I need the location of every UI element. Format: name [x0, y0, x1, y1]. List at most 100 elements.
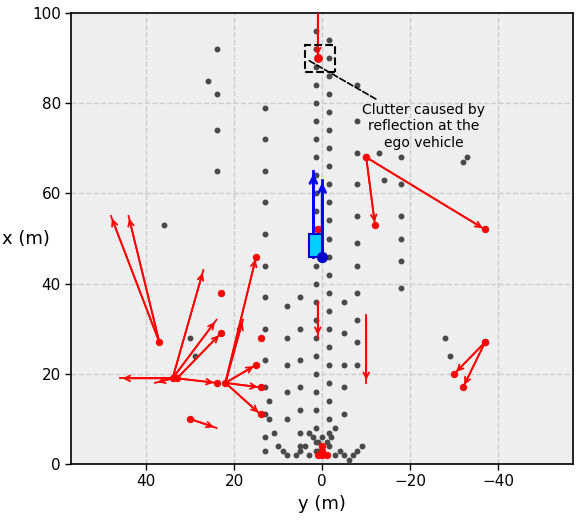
Point — [313, 451, 322, 459]
Point — [480, 338, 490, 346]
Point — [212, 167, 221, 175]
Point — [309, 433, 318, 441]
Point — [260, 356, 270, 365]
Point — [322, 437, 331, 446]
Point — [282, 388, 292, 396]
Point — [322, 451, 331, 459]
Point — [282, 302, 292, 310]
Point — [296, 446, 305, 454]
Point — [480, 225, 490, 233]
Point — [311, 99, 320, 107]
Point — [397, 180, 406, 189]
Text: Clutter caused by
reflection at the
ego vehicle: Clutter caused by reflection at the ego … — [307, 59, 485, 150]
Point — [260, 135, 270, 144]
Point — [353, 117, 362, 125]
Point — [344, 456, 353, 464]
Point — [311, 153, 320, 162]
Point — [335, 446, 345, 454]
Point — [397, 235, 406, 243]
Point — [379, 176, 389, 184]
Point — [304, 428, 314, 437]
Point — [331, 424, 340, 432]
Point — [311, 63, 320, 71]
Point — [311, 189, 320, 198]
Point — [311, 171, 320, 179]
Point — [353, 262, 362, 270]
Point — [296, 442, 305, 450]
Point — [311, 406, 320, 414]
Point — [397, 284, 406, 292]
Point — [311, 27, 320, 35]
Point — [324, 144, 334, 152]
Point — [339, 451, 349, 459]
Point — [318, 446, 327, 454]
Point — [313, 54, 322, 62]
Point — [282, 415, 292, 423]
Point — [311, 117, 320, 125]
X-axis label: y (m): y (m) — [298, 495, 346, 513]
Point — [190, 352, 199, 360]
Point — [186, 415, 195, 423]
Point — [212, 45, 221, 53]
Point — [353, 446, 362, 454]
Point — [324, 162, 334, 171]
Point — [260, 446, 270, 454]
Point — [313, 225, 322, 233]
Point — [313, 54, 322, 62]
Point — [311, 334, 320, 342]
Point — [353, 212, 362, 220]
Point — [324, 216, 334, 225]
Point — [463, 153, 472, 162]
Point — [260, 198, 270, 206]
Point — [282, 334, 292, 342]
Point — [311, 446, 320, 454]
Point — [311, 262, 320, 270]
Point — [397, 257, 406, 265]
Point — [353, 338, 362, 346]
Point — [324, 397, 334, 405]
Point — [324, 54, 334, 62]
Point — [252, 361, 261, 369]
Point — [324, 180, 334, 189]
Point — [311, 81, 320, 89]
Point — [260, 433, 270, 441]
Point — [311, 297, 320, 306]
Point — [311, 225, 320, 233]
Point — [311, 388, 320, 396]
Point — [291, 451, 300, 459]
Point — [260, 262, 270, 270]
Point — [397, 212, 406, 220]
Point — [260, 383, 270, 392]
Point — [450, 370, 459, 378]
Point — [311, 45, 320, 53]
Point — [361, 153, 371, 162]
Point — [371, 221, 380, 229]
Point — [313, 446, 322, 454]
Point — [260, 410, 270, 419]
Point — [311, 207, 320, 216]
Point — [324, 361, 334, 369]
Point — [324, 415, 334, 423]
Point — [324, 252, 334, 261]
Point — [260, 103, 270, 112]
Point — [296, 428, 305, 437]
Point — [324, 126, 334, 134]
Point — [313, 437, 322, 446]
Point — [212, 379, 221, 387]
Point — [324, 306, 334, 315]
Point — [300, 442, 309, 450]
Point — [260, 167, 270, 175]
Point — [282, 451, 292, 459]
Point — [324, 428, 334, 437]
Point — [353, 361, 362, 369]
Point — [327, 433, 336, 441]
Y-axis label: x (m): x (m) — [2, 229, 50, 248]
Point — [480, 338, 490, 346]
Point — [216, 289, 226, 297]
Point — [311, 424, 320, 432]
Point — [172, 374, 182, 383]
Point — [357, 442, 367, 450]
Point — [318, 442, 327, 450]
Point — [168, 374, 177, 383]
Point — [311, 243, 320, 252]
